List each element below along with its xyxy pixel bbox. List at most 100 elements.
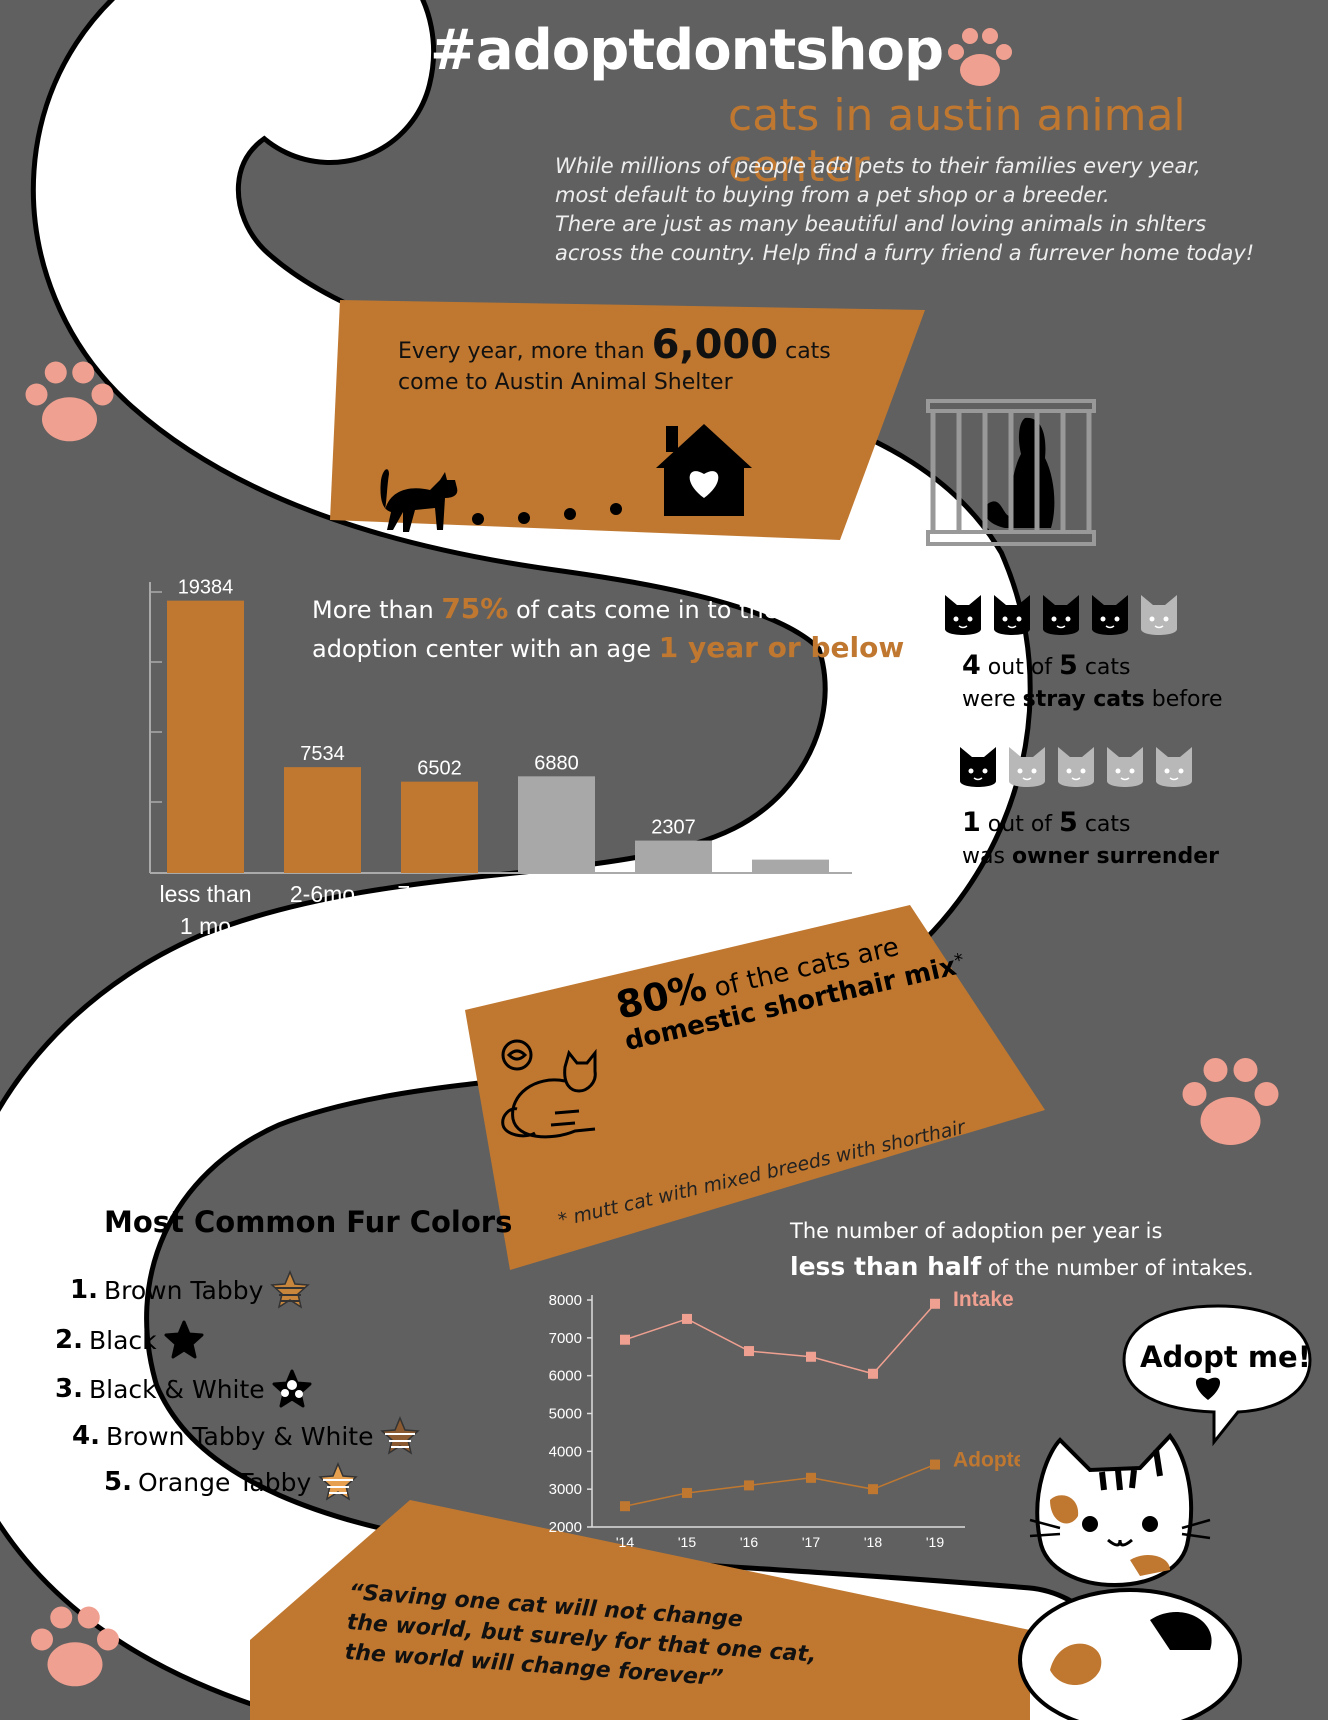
bar-category-label: 1 mo xyxy=(180,913,231,939)
owner-fact: 1 out of 5 cats was owner surrender xyxy=(962,807,1220,869)
cat-face-icon xyxy=(1043,595,1079,635)
bar-category-label: less than xyxy=(159,881,251,907)
bar-chart-category-labels: less than 1 mo 2-6mo 7mo-1yr 2-6yrs 7-11yrs 12… xyxy=(159,881,825,939)
series-label: Adopted xyxy=(953,1449,1020,1472)
series-label: Intake xyxy=(953,1288,1014,1311)
fur-color-item: 5. Orange Tabby xyxy=(104,1462,359,1502)
house-heart-icon xyxy=(656,424,752,516)
owner-cat-icons xyxy=(958,745,1194,791)
x-tick-label: '18 xyxy=(864,1534,882,1550)
orange-band-2 xyxy=(465,905,1045,1270)
x-tick-label: '17 xyxy=(802,1534,820,1550)
bar-category-label: 7-11yrs xyxy=(636,881,711,907)
bar-category-label: 12+yrs xyxy=(756,881,826,907)
intake-number: 6,000 xyxy=(651,322,779,368)
bar xyxy=(518,776,595,873)
x-tick-label: '15 xyxy=(678,1534,696,1550)
age-fact: More than 75% of cats come in to the ado… xyxy=(312,592,905,664)
adoption-fact: The number of adoption per year is less … xyxy=(790,1219,1254,1281)
paw-icon xyxy=(25,361,114,442)
bar xyxy=(284,767,361,873)
cat-face-icon xyxy=(1092,595,1128,635)
lying-cat-icon xyxy=(501,1039,597,1139)
cat-face-icon xyxy=(945,595,981,635)
bar xyxy=(635,840,712,873)
bar-value-label: 2307 xyxy=(651,817,696,839)
intake-fact: Every year, more than 6,000 cats come to… xyxy=(398,322,831,395)
orange-tabby-star-icon xyxy=(318,1462,359,1501)
fur-color-item: 4. Brown Tabby & White xyxy=(72,1416,421,1456)
cartoon-cat-icon xyxy=(1018,1432,1242,1720)
brown-tabby-star-icon xyxy=(270,1270,311,1309)
line-chart-axes xyxy=(587,1295,965,1528)
page-title: #adoptdontshop xyxy=(430,18,944,83)
data-point xyxy=(744,1346,754,1357)
y-tick-label: 2000 xyxy=(549,1519,582,1536)
bar-category-label: 2-6yrs xyxy=(525,881,589,907)
bar-category-label: 7mo-1yr xyxy=(397,881,482,907)
data-point xyxy=(682,1313,692,1324)
black-star-icon xyxy=(164,1320,204,1359)
y-tick-label: 6000 xyxy=(549,1368,582,1385)
stray-fact: 4 out of 5 cats were stray cats before xyxy=(962,650,1223,712)
data-point xyxy=(930,1459,940,1470)
y-tick-label: 8000 xyxy=(549,1292,582,1309)
bar-value-label: 952 xyxy=(774,836,807,858)
bar-value-label: 6502 xyxy=(417,758,462,780)
bar-value-label: 6880 xyxy=(534,752,579,774)
fur-color-item: 2. Black xyxy=(55,1320,205,1360)
x-tick-label: '14 xyxy=(616,1534,634,1550)
bar-chart-value-labels: 19384 7534 6502 6880 2307 952 xyxy=(178,577,808,858)
heart-icon xyxy=(1195,1377,1221,1400)
data-point xyxy=(744,1480,754,1491)
speech-bubble xyxy=(1122,1304,1312,1447)
data-point xyxy=(930,1298,940,1309)
paw-icon xyxy=(31,1606,119,1687)
fur-color-item: 3. Black & White xyxy=(55,1369,313,1409)
cat-face-icon xyxy=(1141,595,1177,635)
y-tick-label: 3000 xyxy=(549,1481,582,1498)
paw-icon xyxy=(948,28,1012,86)
adoption-line-chart: 8000 7000 6000 5000 4000 3000 2000 '14 '15 '16 '17… xyxy=(549,1288,1020,1550)
y-tick-label: 4000 xyxy=(549,1443,582,1460)
data-point xyxy=(620,1501,630,1512)
data-point xyxy=(682,1487,692,1498)
bar xyxy=(167,600,244,873)
paw-icon xyxy=(1182,1058,1279,1145)
bar-chart-axes xyxy=(149,582,852,874)
orange-band-1 xyxy=(330,300,925,540)
data-point xyxy=(806,1351,816,1362)
cat-face-icon xyxy=(1156,747,1192,787)
cat-face-icon xyxy=(1058,747,1094,787)
bubble-text: Adopt me! xyxy=(1140,1340,1311,1374)
cage-cat-icon xyxy=(926,399,1096,546)
fur-colors-title: Most Common Fur Colors xyxy=(104,1205,513,1239)
brown-tabby-white-star-icon xyxy=(380,1416,421,1455)
series-line xyxy=(624,1463,936,1507)
cat-face-icon xyxy=(1107,747,1143,787)
x-tick-label: '16 xyxy=(740,1534,758,1550)
data-point xyxy=(806,1472,816,1483)
x-tick-label: '19 xyxy=(926,1534,944,1550)
age-bar-chart: 19384 7534 6502 6880 2307 952 less than 1 mo 2-… xyxy=(149,577,852,939)
bar xyxy=(401,781,478,873)
line-chart-labels: 8000 7000 6000 5000 4000 3000 2000 '14 '15 '16 '17… xyxy=(549,1288,1020,1550)
data-point xyxy=(868,1368,878,1379)
cat-face-icon xyxy=(994,595,1030,635)
bar-value-label: 19384 xyxy=(178,577,234,599)
bar-chart-bars xyxy=(167,600,829,873)
y-tick-label: 7000 xyxy=(549,1330,582,1347)
bar-category-label: 2-6mo xyxy=(290,881,355,907)
black-white-star-icon xyxy=(272,1369,312,1408)
bar xyxy=(752,859,829,873)
page-subtitle: cats in austin animal center xyxy=(728,90,1186,192)
data-point xyxy=(868,1484,878,1495)
stray-cat-icons xyxy=(943,593,1179,639)
fur-color-item: 1. Brown Tabby xyxy=(70,1270,311,1310)
cat-face-icon xyxy=(960,747,996,787)
y-tick-label: 5000 xyxy=(549,1406,582,1423)
walking-cat-icon xyxy=(380,469,458,532)
series-line xyxy=(624,1303,936,1375)
data-point xyxy=(620,1334,630,1345)
